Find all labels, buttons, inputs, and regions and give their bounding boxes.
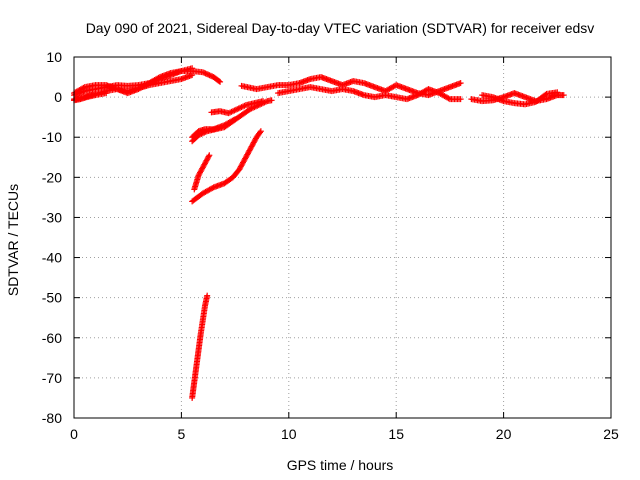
data-point (103, 90, 110, 97)
data-point (457, 96, 464, 103)
y-tick-label: -10 (42, 129, 62, 145)
y-tick-label: -50 (42, 290, 62, 306)
y-tick-label: 10 (46, 49, 62, 65)
data-point (207, 72, 214, 79)
data-point (206, 72, 213, 79)
y-tick-label: 0 (54, 89, 62, 105)
data-point (257, 128, 264, 135)
x-tick-label: 15 (388, 426, 404, 442)
data-point (205, 71, 212, 78)
data-point (232, 116, 239, 123)
x-tick-label: 5 (178, 426, 186, 442)
y-tick-label: -60 (42, 330, 62, 346)
data-point (205, 153, 212, 160)
data-point (203, 71, 210, 78)
chart-title: Day 090 of 2021, Sidereal Day-to-day VTE… (86, 20, 595, 36)
y-tick-label: -70 (42, 370, 62, 386)
x-tick-label: 0 (70, 426, 78, 442)
y-tick-label: -40 (42, 250, 62, 266)
plot-frame (73, 56, 612, 419)
y-tick-label: -80 (42, 410, 62, 426)
data-point (201, 69, 208, 76)
y-tick-label: -30 (42, 209, 62, 225)
axis-ticks: 0 5 10 15 20 25 10 0 -10 -20 -30 -40 -50 -60 -70 -80 (42, 49, 619, 442)
y-tick-label: -20 (42, 169, 62, 185)
data-point (155, 74, 162, 81)
data-point (542, 91, 549, 98)
x-tick-label: 20 (496, 426, 512, 442)
data-point (80, 84, 87, 91)
data-point (202, 70, 209, 77)
data-point (206, 152, 213, 159)
data-point (204, 292, 211, 299)
data-point (560, 92, 567, 99)
data-point (554, 89, 561, 96)
x-tick-label: 25 (603, 426, 619, 442)
y-axis-label: SDTVAR / TECUs (5, 184, 21, 296)
grid-lines (74, 57, 611, 418)
data-point (268, 97, 275, 104)
data-point (257, 129, 264, 136)
data-point (217, 78, 224, 85)
data-point (209, 185, 216, 192)
data-point (457, 80, 464, 87)
data-points (71, 65, 567, 401)
data-point (215, 78, 222, 85)
data-point (199, 69, 206, 76)
x-axis-label: GPS time / hours (287, 457, 394, 473)
data-point (260, 98, 267, 105)
x-tick-label: 10 (281, 426, 297, 442)
data-point (230, 116, 237, 123)
data-point (445, 95, 452, 102)
